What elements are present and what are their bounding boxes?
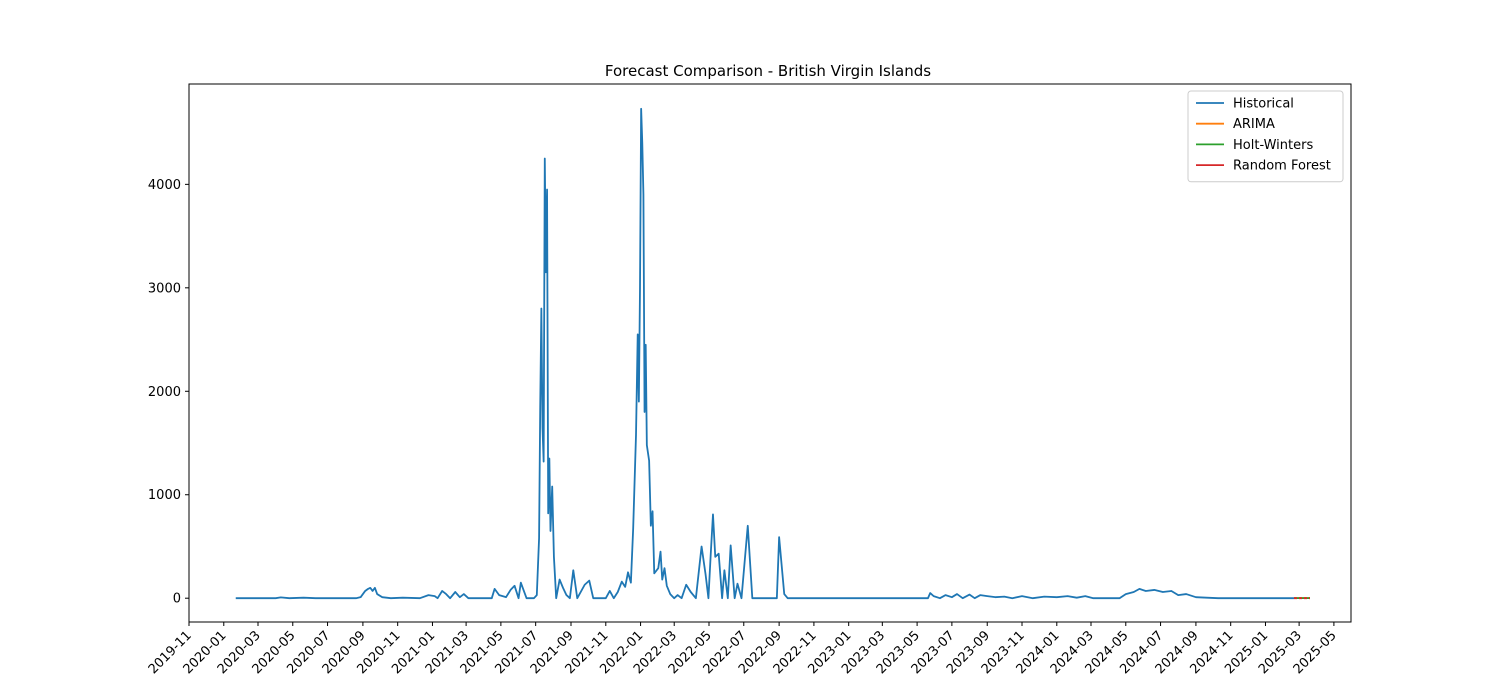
y-tick-label: 2000 [148, 385, 181, 400]
legend-label-historical: Historical [1233, 97, 1294, 112]
series-line-historical [235, 107, 1294, 600]
plot-frame [188, 83, 1352, 623]
y-tick-label: 0 [173, 592, 181, 607]
legend-label-holt-winters: Holt-Winters [1233, 138, 1313, 153]
y-tick-label: 1000 [148, 488, 181, 503]
legend: Historical ARIMA Holt-Winters Random Forest [1187, 90, 1344, 183]
legend-box [1187, 90, 1344, 183]
y-tick-label: 4000 [148, 178, 181, 193]
legend-label-arima: ARIMA [1233, 117, 1275, 132]
chart-title: Forecast Comparison - British Virgin Isl… [605, 62, 931, 80]
legend-label-random-forest: Random Forest [1233, 159, 1331, 174]
y-tick-label: 3000 [148, 281, 181, 296]
